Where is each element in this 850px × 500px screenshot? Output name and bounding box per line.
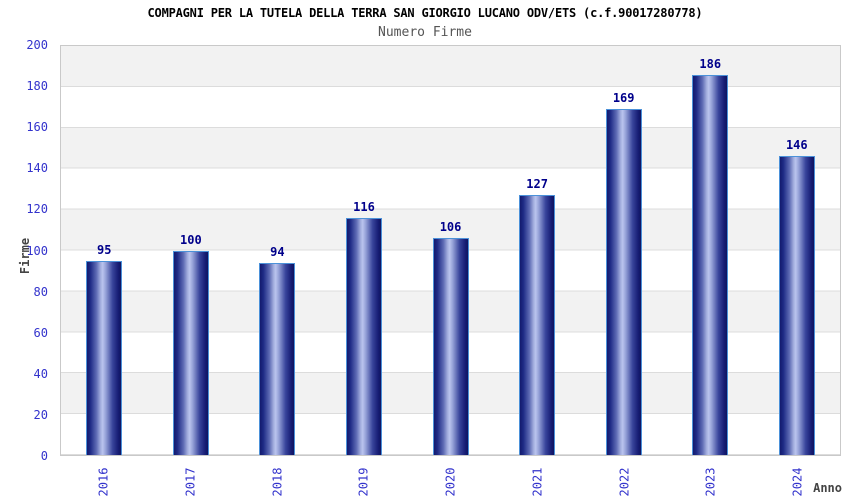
bar-value-label: 186 <box>699 56 722 71</box>
bar-slot: 116 <box>321 46 408 455</box>
bar-slot: 127 <box>494 46 581 455</box>
bar-value-label: 94 <box>270 244 285 259</box>
bars-container: 95 100 94 116 106 127 169 186 146 <box>61 46 840 455</box>
x-tick-label: 2024 <box>790 467 805 497</box>
x-tick-label: 2021 <box>530 467 545 497</box>
y-tick-label: 120 <box>26 202 48 217</box>
bar-value-label: 106 <box>439 220 462 235</box>
x-tick-slot: 2017 <box>147 459 234 499</box>
x-tick-label: 2018 <box>269 467 284 497</box>
y-tick-label: 60 <box>33 325 48 340</box>
x-tick-slot: 2021 <box>494 459 581 499</box>
x-tick-slot: 2020 <box>407 459 494 499</box>
x-tick-slot: 2022 <box>581 459 668 499</box>
y-tick-label: 0 <box>40 449 48 463</box>
x-tick-slot: 2023 <box>667 459 754 499</box>
x-tick-label: 2019 <box>356 467 371 497</box>
bar-2020 <box>432 238 469 455</box>
bar-slot: 100 <box>148 46 235 455</box>
bar-value-label: 116 <box>353 199 375 214</box>
bar-value-label: 127 <box>526 177 548 192</box>
bar-slot: 95 <box>61 46 148 455</box>
y-tick-label: 40 <box>33 366 48 381</box>
x-tick-label: 2023 <box>703 467 718 497</box>
bar-2018 <box>259 262 296 455</box>
y-tick-label: 200 <box>26 38 48 52</box>
x-axis-ticks: 2016 2017 2018 2019 2020 2021 2022 2023 2024 <box>60 459 841 499</box>
bar-value-label: 169 <box>612 91 635 106</box>
bar-2024 <box>778 156 815 455</box>
y-tick-label: 20 <box>33 407 48 422</box>
x-tick-slot: 2018 <box>234 459 321 499</box>
chart-title: COMPAGNI PER LA TUTELA DELLA TERRA SAN G… <box>147 6 703 20</box>
bar-2021 <box>519 195 556 455</box>
bar-2017 <box>172 250 209 455</box>
bar-slot: 169 <box>580 46 667 455</box>
y-tick-label: 180 <box>26 79 48 94</box>
y-tick-label: 160 <box>26 120 48 135</box>
x-tick-slot: 2016 <box>60 459 147 499</box>
plot-area: 95 100 94 116 106 127 169 186 146 <box>60 45 841 456</box>
bar-2023 <box>692 74 729 455</box>
bar-2016 <box>86 260 123 455</box>
bar-2019 <box>345 217 382 455</box>
bar-value-label: 100 <box>180 232 202 247</box>
x-tick-label: 2020 <box>443 467 458 497</box>
bar-slot: 106 <box>407 46 494 455</box>
bar-value-label: 95 <box>97 242 112 257</box>
chart-subtitle: Numero Firme <box>378 25 472 40</box>
bar-slot: 146 <box>754 46 841 455</box>
bar-slot: 94 <box>234 46 321 455</box>
bar-value-label: 146 <box>785 138 808 153</box>
y-tick-label: 100 <box>26 243 48 258</box>
x-tick-label: 2016 <box>96 467 111 497</box>
y-tick-label: 80 <box>33 284 48 299</box>
x-tick-label: 2022 <box>617 467 632 497</box>
bar-slot: 186 <box>667 46 754 455</box>
x-tick-slot: 2019 <box>320 459 407 499</box>
bar-2022 <box>605 109 642 455</box>
y-tick-label: 140 <box>26 161 48 176</box>
y-axis-ticks: 0 20 40 60 80 100 120 140 160 180 200 <box>0 38 54 463</box>
x-tick-label: 2017 <box>183 467 198 497</box>
x-axis-title: Anno <box>813 481 842 495</box>
